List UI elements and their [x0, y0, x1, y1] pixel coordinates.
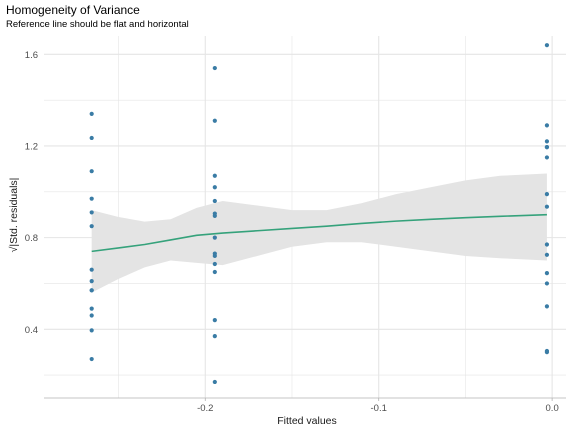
residual-point: [212, 318, 217, 323]
residual-point: [212, 213, 217, 218]
residual-point: [89, 279, 94, 284]
residual-point: [212, 65, 217, 71]
residual-points: [89, 43, 550, 385]
residual-point: [212, 253, 217, 259]
y-tick-label: 0.4: [25, 325, 38, 336]
x-axis: -0.2 -0.1 0.0: [44, 397, 566, 414]
residual-point: [544, 123, 550, 128]
residual-point: [544, 191, 550, 197]
residual-point: [89, 196, 94, 201]
residual-point: [212, 198, 217, 204]
chart-subtitle: Reference line should be flat and horizo…: [6, 19, 189, 30]
residual-point: [212, 261, 217, 267]
y-tick-label: 1.6: [25, 50, 38, 61]
smooth-line-path: [91, 213, 547, 253]
chart-title: Homogeneity of Variance: [6, 3, 140, 17]
residual-point: [89, 328, 94, 333]
residual-point: [544, 281, 550, 286]
confidence-band: [91, 173, 547, 293]
residual-point: [544, 145, 550, 150]
y-tick-label: 0.8: [25, 233, 38, 244]
residual-point: [212, 334, 217, 339]
residual-point: [89, 313, 94, 318]
residual-point: [89, 224, 94, 229]
y-axis: 0.4 0.8 1.2 1.6: [25, 50, 38, 336]
x-tick-label: 0.0: [546, 403, 559, 414]
smooth-line: [91, 213, 547, 253]
residual-point: [544, 271, 550, 276]
residual-point: [212, 235, 217, 240]
residual-point: [89, 135, 94, 141]
residual-point: [544, 155, 550, 160]
residual-point: [212, 185, 217, 190]
y-axis-label: √|Std. residuals|: [8, 178, 20, 253]
x-axis-label: Fitted values: [277, 415, 337, 427]
y-tick-label: 1.2: [25, 141, 38, 152]
x-tick-label: -0.2: [197, 403, 213, 414]
residual-point: [544, 242, 550, 247]
residual-point: [544, 204, 550, 209]
residual-point: [89, 210, 94, 215]
residual-point: [544, 350, 550, 355]
residual-point: [544, 252, 550, 257]
residual-point: [89, 111, 94, 116]
residual-point: [212, 118, 217, 123]
residual-point: [212, 269, 217, 275]
residual-point: [89, 288, 94, 293]
residual-point: [89, 306, 94, 311]
residual-point: [212, 379, 217, 385]
residual-point: [212, 173, 217, 178]
residual-point: [89, 267, 94, 272]
residual-point: [89, 169, 94, 174]
residual-point: [89, 356, 94, 362]
residual-point: [544, 304, 550, 309]
x-tick-label: -0.1: [371, 403, 387, 414]
residual-point: [544, 43, 550, 48]
residual-point: [544, 139, 550, 144]
confidence-band-area: [91, 173, 547, 293]
